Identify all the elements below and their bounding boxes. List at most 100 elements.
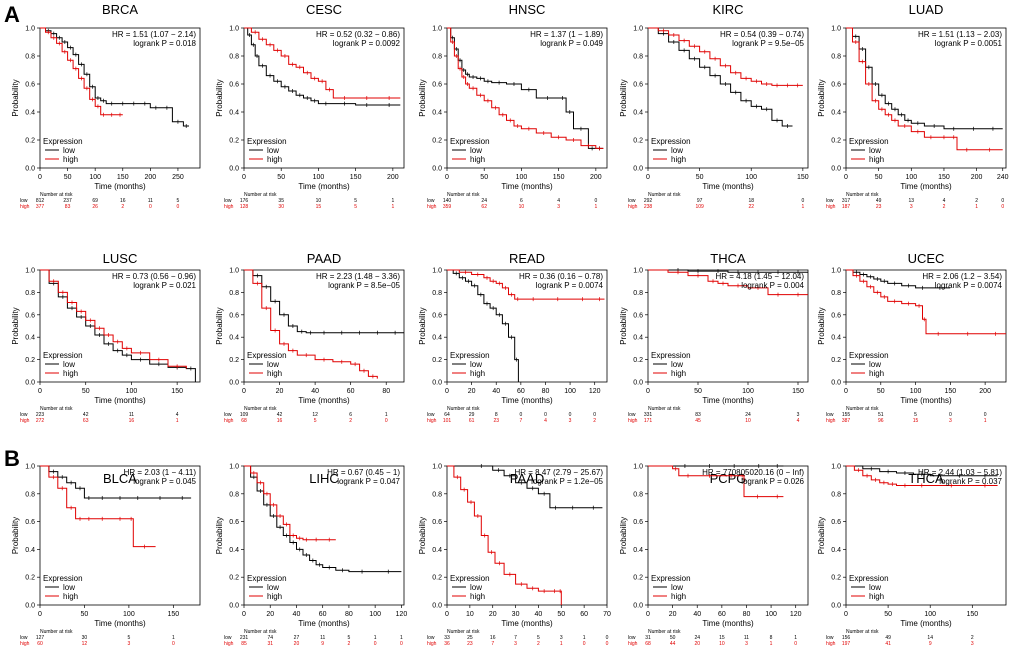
y-axis-label: Probability xyxy=(817,307,826,344)
risk-count-low: 49 xyxy=(876,198,882,204)
risk-count-low: 5 xyxy=(537,635,540,641)
risk-table-label: Number at risk xyxy=(40,629,73,635)
x-axis-label: Time (months) xyxy=(900,182,952,191)
risk-count-low: 6 xyxy=(520,198,523,204)
risk-row-label-low: low xyxy=(826,412,834,418)
risk-count-high: 44 xyxy=(670,641,676,647)
risk-row-label-low: low xyxy=(224,412,232,418)
risk-count-high: 83 xyxy=(65,204,71,210)
x-tick-label: 50 xyxy=(696,174,704,181)
y-tick-label: 1.0 xyxy=(432,464,442,471)
legend-entry-high: high xyxy=(869,369,884,378)
logrank-p-label: logrank P = 0.049 xyxy=(540,39,603,48)
risk-count-low: 33 xyxy=(444,635,450,641)
legend-entry-high: high xyxy=(869,155,884,164)
risk-count-low: 35 xyxy=(278,198,284,204)
risk-count-high: 9 xyxy=(929,641,932,647)
legend-title: Expression xyxy=(450,574,490,583)
plot-frame xyxy=(39,269,201,383)
y-tick-label: 0.4 xyxy=(633,110,643,117)
risk-count-high: 0 xyxy=(583,641,586,647)
risk-count-low: 10 xyxy=(316,198,322,204)
y-tick-label: 0.6 xyxy=(633,519,643,526)
risk-row-label-high: high xyxy=(628,641,638,647)
x-tick-label: 250 xyxy=(172,174,184,181)
risk-count-high: 2 xyxy=(537,641,540,647)
x-tick-label: 0 xyxy=(242,611,246,618)
x-tick-label: 150 xyxy=(966,611,978,618)
y-tick-label: 1.0 xyxy=(229,268,239,275)
legend-title: Expression xyxy=(651,137,691,146)
x-tick-label: 150 xyxy=(117,174,129,181)
risk-count-high: 62 xyxy=(481,204,487,210)
y-tick-label: 0.6 xyxy=(432,519,442,526)
risk-count-low: 5 xyxy=(914,412,917,418)
x-tick-label: 120 xyxy=(396,611,408,618)
x-tick-label: 0 xyxy=(38,388,42,395)
risk-count-low: 1 xyxy=(172,635,175,641)
y-tick-label: 0.2 xyxy=(633,357,643,364)
hazard-ratio-label: HR = 0.73 (0.56 − 0.96) xyxy=(112,272,196,281)
x-tick-label: 80 xyxy=(542,388,550,395)
y-tick-label: 0.0 xyxy=(432,380,442,387)
risk-row-label-low: low xyxy=(20,198,28,204)
logrank-p-label: logrank P = 1.2e−05 xyxy=(531,477,603,486)
legend-entry-low: low xyxy=(671,583,683,592)
y-tick-label: 1.0 xyxy=(25,26,35,33)
risk-count-high: 23 xyxy=(467,641,473,647)
risk-table-label: Number at risk xyxy=(648,192,681,198)
risk-table-label: Number at risk xyxy=(648,629,681,635)
y-tick-label: 0.8 xyxy=(633,491,643,498)
y-tick-label: 0.2 xyxy=(25,575,35,582)
legend-entry-low: low xyxy=(671,360,683,369)
legend-entry-low: low xyxy=(267,146,279,155)
panel-letter-b: B xyxy=(4,446,20,471)
y-tick-label: 0.0 xyxy=(633,166,643,173)
plot-title: HNSC xyxy=(509,2,546,17)
risk-count-low: 5 xyxy=(354,198,357,204)
x-tick-label: 60 xyxy=(319,611,327,618)
x-tick-label: 0 xyxy=(242,174,246,181)
x-tick-label: 60 xyxy=(580,611,588,618)
x-tick-label: 0 xyxy=(242,388,246,395)
risk-count-high: 0 xyxy=(177,204,180,210)
risk-table-label: Number at risk xyxy=(40,192,73,198)
y-tick-label: 0.8 xyxy=(229,54,239,61)
risk-table-label: Number at risk xyxy=(447,629,480,635)
km-curve-low xyxy=(846,269,951,289)
legend-title: Expression xyxy=(651,351,691,360)
y-tick-label: 0.0 xyxy=(229,603,239,610)
x-tick-label: 60 xyxy=(718,611,726,618)
x-tick-label: 100 xyxy=(910,388,922,395)
x-tick-label: 200 xyxy=(979,388,991,395)
risk-count-high: 0 xyxy=(1001,204,1004,210)
y-tick-label: 0.2 xyxy=(432,575,442,582)
x-tick-label: 50 xyxy=(81,611,89,618)
y-tick-label: 0.8 xyxy=(633,54,643,61)
x-tick-label: 0 xyxy=(844,388,848,395)
x-tick-label: 100 xyxy=(765,611,777,618)
plot-title: KIRC xyxy=(712,2,743,17)
y-tick-label: 0.4 xyxy=(229,335,239,342)
y-axis-label: Probability xyxy=(619,307,628,344)
x-tick-label: 100 xyxy=(742,388,754,395)
y-tick-label: 1.0 xyxy=(831,464,841,471)
hazard-ratio-label: HR = 2.23 (1.48 − 3.36) xyxy=(316,272,400,281)
legend-title: Expression xyxy=(247,351,287,360)
risk-count-high: 2 xyxy=(943,204,946,210)
risk-count-high: 0 xyxy=(794,641,797,647)
risk-count-high: 68 xyxy=(645,641,651,647)
risk-count-high: 128 xyxy=(240,204,249,210)
plot-title: BLCA xyxy=(103,471,137,486)
km-curve-low xyxy=(447,269,519,382)
risk-count-high: 60 xyxy=(37,641,43,647)
risk-count-low: 6 xyxy=(349,412,352,418)
x-tick-label: 150 xyxy=(171,388,183,395)
legend-entry-high: high xyxy=(869,592,884,601)
risk-count-low: 5 xyxy=(127,635,130,641)
risk-count-low: 1 xyxy=(794,635,797,641)
risk-count-low: 176 xyxy=(240,198,249,204)
risk-count-low: 12 xyxy=(312,412,318,418)
